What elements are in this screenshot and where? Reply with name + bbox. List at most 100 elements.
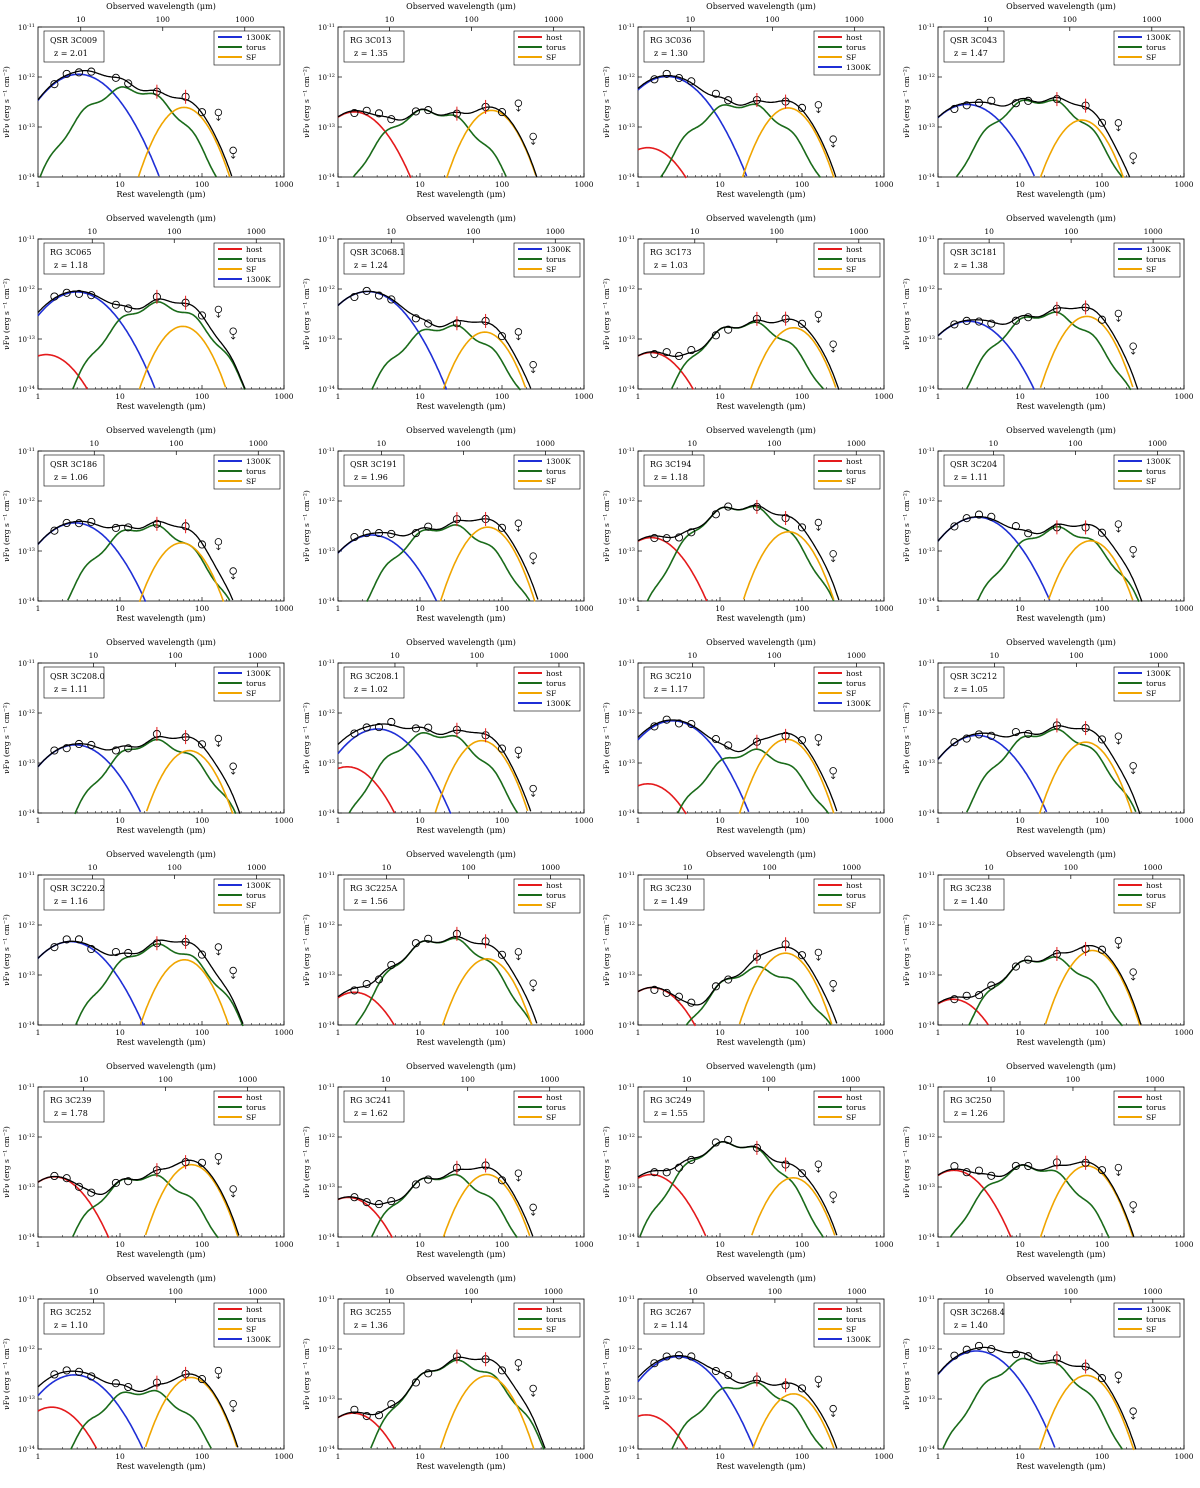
model-1300k-curve: [37, 744, 142, 813]
object-name: RG 3C241: [350, 1096, 391, 1105]
data-point: [797, 736, 807, 745]
redshift-label: z = 1.05: [954, 685, 988, 694]
data-point: [1024, 1352, 1033, 1361]
x-tick-label: 100: [795, 1028, 810, 1037]
object-label-box: [43, 878, 105, 911]
data-point: [662, 1352, 671, 1361]
plot-frame: [937, 26, 1185, 178]
y-tick-label: 10-13: [618, 335, 635, 344]
data-point: [374, 723, 384, 732]
data-point: [374, 291, 384, 300]
model-total-curve: [637, 1354, 838, 1449]
model-1300k-curve: [937, 103, 1036, 177]
data-point: [674, 73, 684, 83]
upper-limit-arrow: [1130, 768, 1136, 775]
plot-frame: [337, 26, 585, 178]
sed-panel: Observed wavelength (μm) Rest wavelength …: [902, 1062, 1194, 1259]
x-axis-bottom-label: Rest wavelength (μm): [717, 614, 806, 623]
y-tick-label: 10-13: [318, 971, 335, 980]
x-tick-label: 100: [195, 392, 210, 401]
x-top-tick-label: 10: [686, 15, 696, 24]
model-torus-curve: [955, 99, 1124, 178]
data-point: [350, 108, 359, 118]
data-point: [987, 731, 996, 740]
model-sf-curve: [741, 107, 835, 178]
y-axis-label: νFν (erg s ⁻¹ cm⁻²): [302, 702, 311, 774]
x-tick-label: 10: [415, 604, 425, 613]
x-tick-label: 1: [36, 1028, 41, 1037]
object-label-box: [943, 666, 1005, 699]
sed-panel: Observed wavelength (μm) Rest wavelength …: [902, 638, 1194, 835]
x-axis-bottom-label: Rest wavelength (μm): [417, 1038, 506, 1047]
upper-limit-point: [814, 310, 823, 319]
y-tick-label: 10-14: [918, 809, 935, 818]
sed-panel: Observed wavelength (μm) Rest wavelength …: [902, 1274, 1194, 1471]
x-axis-top-label: Observed wavelength (μm): [1006, 638, 1116, 647]
data-point: [797, 103, 807, 112]
model-torus-curve: [72, 301, 246, 391]
data-point: [674, 533, 684, 542]
legend-label: SF: [846, 265, 856, 274]
y-tick-label: 10-14: [18, 173, 35, 182]
y-tick-label: 10-11: [618, 1295, 635, 1304]
model-torus-curve: [371, 1173, 519, 1239]
sed-panel: Observed wavelength (μm) Rest wavelength …: [902, 850, 1194, 1047]
x-axis-top-label: Observed wavelength (μm): [406, 214, 516, 223]
model-sf-curve: [144, 1376, 238, 1448]
data-point: [374, 1200, 384, 1209]
x-axis-bottom-label: Rest wavelength (μm): [1017, 614, 1106, 623]
model-1300k-curve: [937, 734, 1048, 813]
upper-limit-point: [814, 948, 823, 957]
x-tick-label: 1000: [874, 180, 893, 189]
legend-label: torus: [246, 255, 266, 264]
legend-label: torus: [1146, 1315, 1166, 1324]
data-point: [74, 935, 84, 944]
sed-panel: Observed wavelength (μm) Rest wavelength …: [602, 1062, 894, 1259]
x-tick-label: 100: [495, 1452, 510, 1461]
data-point: [987, 1171, 996, 1180]
y-tick-label: 10-14: [18, 385, 35, 394]
data-point: [974, 510, 984, 519]
x-top-tick-label: 1000: [842, 863, 861, 872]
upper-limit-point: [829, 340, 837, 348]
x-top-tick-label: 10: [989, 439, 999, 448]
model-sf-curve: [1039, 315, 1134, 389]
model-sf-curve: [750, 327, 837, 389]
data-point: [374, 1411, 384, 1420]
x-axis-top-label: Observed wavelength (μm): [406, 2, 516, 11]
y-axis-label: νFν (erg s ⁻¹ cm⁻²): [602, 1126, 611, 1198]
model-torus-curve: [371, 324, 522, 391]
x-axis-top-label: Observed wavelength (μm): [106, 850, 216, 859]
x-tick-label: 1: [336, 1240, 341, 1249]
x-tick-label: 1000: [1174, 816, 1193, 825]
data-point: [987, 512, 996, 521]
y-axis-label: νFν (erg s ⁻¹ cm⁻²): [602, 278, 611, 350]
y-tick-label: 10-11: [18, 871, 35, 880]
object-label-box: [343, 1302, 405, 1335]
y-axis-label: νFν (erg s ⁻¹ cm⁻²): [302, 278, 311, 350]
data-point: [411, 724, 420, 733]
data-point: [350, 1193, 359, 1202]
x-axis-bottom-label: Rest wavelength (μm): [1017, 1250, 1106, 1259]
y-tick-label: 10-11: [318, 659, 335, 668]
legend-label: 1300K: [1146, 33, 1171, 42]
x-top-tick-label: 100: [767, 651, 782, 660]
y-tick-label: 10-12: [918, 285, 935, 294]
upper-limit-arrow: [816, 1382, 821, 1388]
x-top-tick-label: 100: [461, 1075, 476, 1084]
y-tick-label: 10-11: [918, 235, 935, 244]
data-point: [62, 69, 71, 78]
object-name: RG 3C250: [950, 1096, 991, 1105]
data-point: [987, 319, 996, 328]
x-top-tick-label: 10: [683, 863, 693, 872]
upper-limit-point: [214, 943, 223, 951]
data-point: [74, 289, 84, 298]
data-point: [674, 351, 684, 361]
y-tick-label: 10-11: [918, 1295, 935, 1304]
data-point: [124, 1382, 133, 1392]
x-axis-top-label: Observed wavelength (μm): [106, 1062, 216, 1071]
x-tick-label: 1: [36, 1240, 41, 1249]
y-tick-label: 10-11: [918, 23, 935, 32]
data-point: [797, 951, 807, 960]
data-point: [724, 502, 733, 511]
